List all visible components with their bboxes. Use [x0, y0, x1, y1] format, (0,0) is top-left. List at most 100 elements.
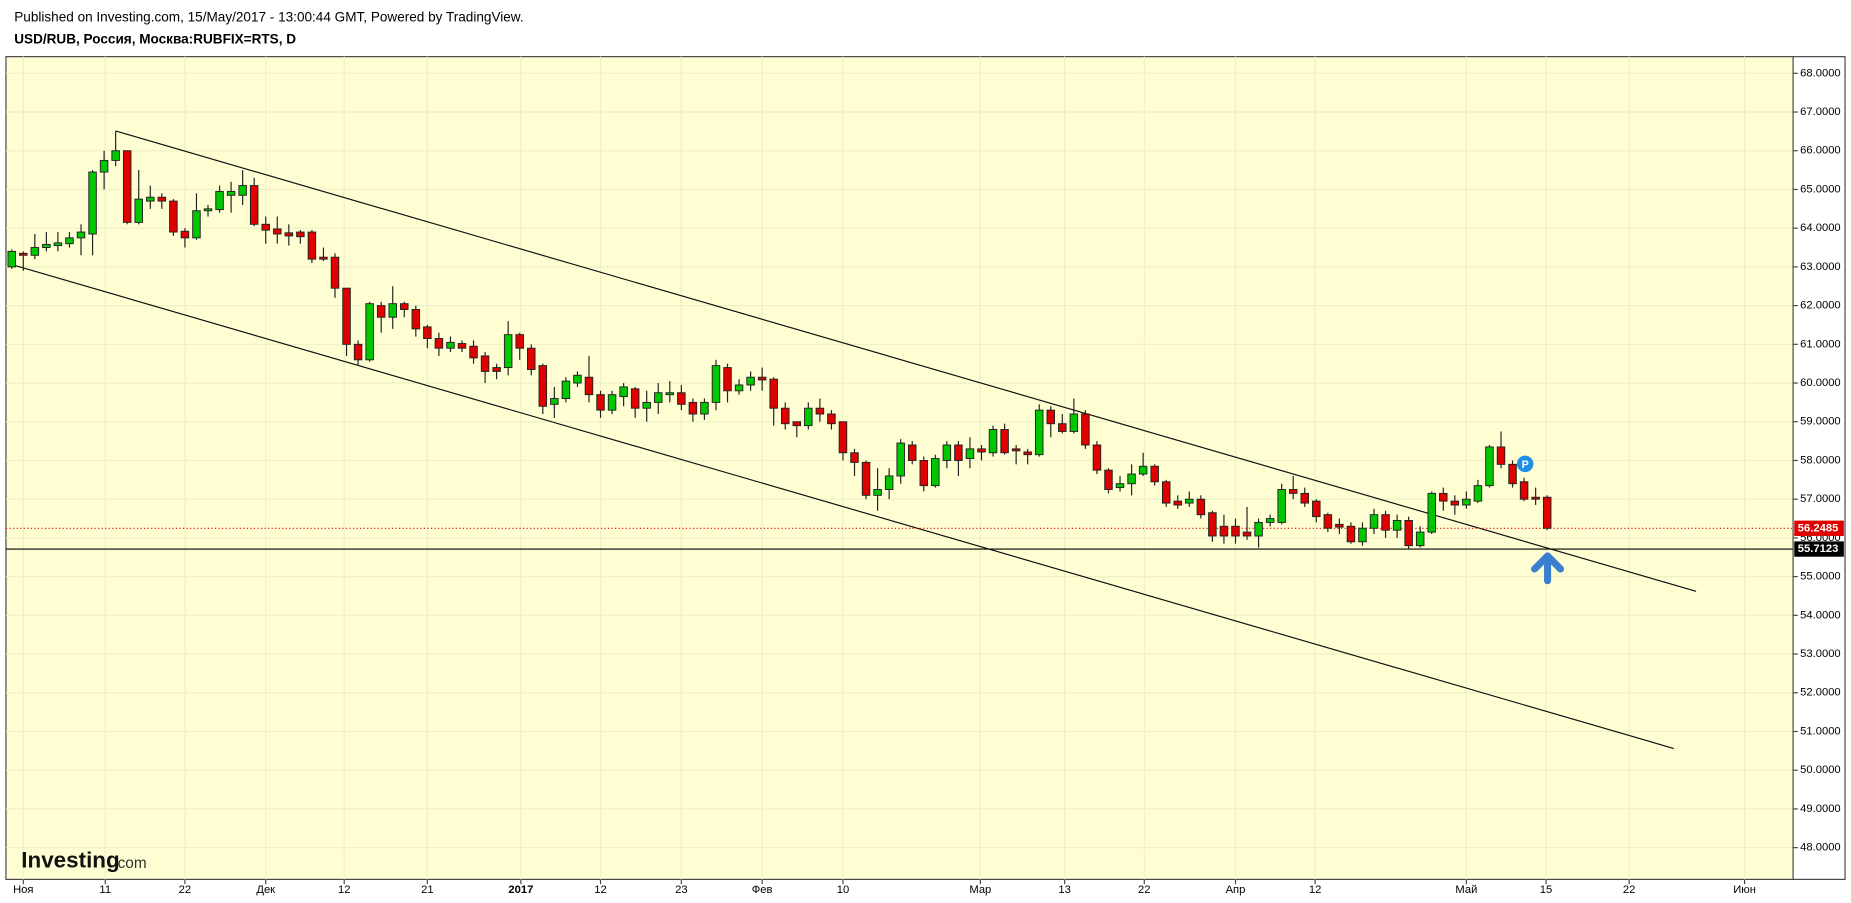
candle-body [1254, 521, 1263, 537]
y-tick-label: 54.0000 [1800, 609, 1841, 621]
candle-body [1427, 492, 1436, 533]
candle-body [1277, 489, 1286, 523]
y-tick-label: 50.0000 [1800, 764, 1841, 776]
candle-body [780, 407, 790, 425]
x-tick-label: Апр [1226, 884, 1246, 896]
y-tick-label: 65.0000 [1800, 183, 1841, 195]
axes: 48.0000 49.0000 50.0000 51.0000 52.0000 53.00… [13, 67, 1844, 896]
candle-body [711, 365, 721, 403]
candle-body [1450, 500, 1460, 506]
x-tick-label: 13 [1058, 884, 1070, 896]
marker-label[interactable]: P [1522, 459, 1529, 471]
y-tick-label: 60.0000 [1800, 377, 1841, 389]
y-tick-label: 62.0000 [1800, 300, 1841, 312]
y-tick-label: 48.0000 [1800, 842, 1841, 854]
candle-body [688, 401, 698, 415]
logo-suffix: .com [113, 855, 146, 872]
candle-body [180, 230, 190, 239]
y-tick-label: 52.0000 [1800, 687, 1841, 699]
candle-body [1000, 429, 1009, 454]
candle-body [1485, 446, 1494, 487]
y-tick-label: 67.0000 [1800, 106, 1841, 118]
candle-body [1011, 448, 1021, 452]
candle-body [365, 303, 374, 361]
x-tick-label: 22 [1138, 884, 1150, 896]
candle-body [7, 250, 16, 268]
candle-body [1288, 489, 1298, 494]
candle-body [1369, 514, 1379, 529]
candle-body [653, 392, 663, 403]
candle-body [954, 444, 963, 461]
candle-body [1127, 473, 1136, 485]
candle-body [896, 442, 905, 477]
candle-body [988, 429, 998, 454]
candle-body [1415, 531, 1425, 547]
candle-body [700, 401, 709, 415]
x-tick-label: 12 [594, 884, 606, 896]
candle-body [411, 309, 421, 330]
last-price-label: 56.2485 [1798, 522, 1839, 534]
y-tick-label: 58.0000 [1800, 454, 1841, 466]
candle-body [307, 231, 317, 260]
candle-body [919, 460, 929, 487]
candle-body [827, 413, 836, 425]
candle-body [480, 355, 490, 372]
candle-body [1242, 531, 1252, 537]
candle-body [42, 243, 51, 249]
candle-body [1046, 409, 1056, 425]
candle-body [284, 232, 294, 237]
candle-body [434, 338, 444, 349]
y-tick-label: 55.0000 [1800, 571, 1841, 583]
candle-body [550, 398, 559, 405]
candle-body [296, 231, 305, 238]
x-tick-label: 12 [338, 884, 350, 896]
candle-body [815, 407, 825, 415]
candle-body [1231, 525, 1240, 537]
candle-body [804, 407, 813, 427]
candle-body [19, 252, 28, 256]
x-tick-label: 10 [837, 884, 849, 896]
candle-body [261, 223, 270, 231]
candle-body [792, 421, 802, 427]
candle-body [942, 444, 952, 461]
candle-body [1185, 498, 1194, 504]
candle-body [1138, 465, 1148, 475]
candle-body [376, 305, 386, 318]
candle-body [769, 378, 778, 409]
candle-body [884, 475, 894, 490]
candle-body [446, 341, 455, 349]
candle-body [423, 326, 432, 339]
candle-body [861, 461, 871, 496]
x-tick-label: Июн [1733, 884, 1756, 896]
candle-body [527, 347, 536, 370]
plot-layer [5, 56, 1794, 880]
candle-body [1208, 512, 1217, 537]
candle-body [1312, 500, 1321, 518]
candle-body [53, 242, 63, 247]
x-tick-label: 2017 [508, 884, 533, 896]
candle-body [503, 334, 513, 369]
candle-body [607, 394, 617, 411]
candle-body [1519, 481, 1529, 500]
logo: Investing [21, 848, 119, 873]
x-tick-label: 11 [99, 884, 111, 896]
candle-body [1265, 518, 1275, 523]
candle-body [1462, 498, 1471, 506]
level-price-label: 55.7123 [1798, 543, 1839, 555]
candle-body [642, 401, 651, 409]
candle-body [1300, 492, 1309, 504]
candle-body [1069, 413, 1079, 432]
candle-body [157, 196, 167, 202]
x-tick-label: Дек [256, 884, 275, 896]
candle-body [596, 394, 605, 411]
marker-badge[interactable] [1516, 455, 1534, 473]
candle-body [677, 392, 686, 405]
candle-body [457, 343, 467, 349]
candle-body [1081, 413, 1090, 446]
x-tick-label: 12 [1309, 884, 1321, 896]
candle-body [907, 444, 917, 461]
candle-body [1150, 465, 1159, 483]
y-tick-label: 66.0000 [1800, 145, 1841, 157]
candle-body [873, 489, 882, 496]
